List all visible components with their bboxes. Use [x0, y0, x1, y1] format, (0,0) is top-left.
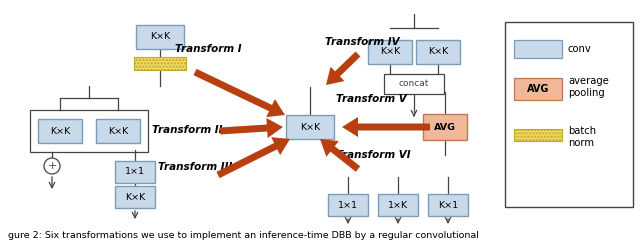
- Bar: [505, 22, 633, 207]
- FancyArrow shape: [193, 69, 285, 117]
- Text: batch
norm: batch norm: [568, 126, 596, 148]
- Text: Transform I: Transform I: [175, 44, 242, 54]
- FancyBboxPatch shape: [136, 25, 184, 49]
- Text: average
pooling: average pooling: [568, 76, 609, 98]
- FancyArrow shape: [342, 117, 430, 137]
- FancyArrow shape: [216, 137, 290, 178]
- Text: K×K: K×K: [300, 123, 320, 131]
- Text: concat: concat: [399, 80, 429, 88]
- FancyArrow shape: [220, 118, 283, 138]
- FancyBboxPatch shape: [423, 114, 467, 140]
- Text: +: +: [47, 161, 57, 171]
- Bar: [30, 110, 148, 152]
- Text: K×K: K×K: [428, 47, 448, 57]
- Text: Transform VI: Transform VI: [336, 150, 411, 160]
- FancyBboxPatch shape: [416, 40, 460, 64]
- FancyBboxPatch shape: [514, 129, 562, 141]
- Text: K×K: K×K: [380, 47, 400, 57]
- FancyBboxPatch shape: [328, 194, 368, 216]
- Circle shape: [44, 158, 60, 174]
- Text: gure 2: Six transformations we use to implement an inference-time DBB by a regul: gure 2: Six transformations we use to im…: [8, 230, 479, 240]
- Text: K×K: K×K: [50, 126, 70, 136]
- FancyBboxPatch shape: [514, 78, 562, 100]
- FancyArrow shape: [320, 139, 360, 172]
- FancyArrow shape: [326, 51, 360, 85]
- Text: AVG: AVG: [527, 84, 549, 94]
- Text: K×K: K×K: [125, 192, 145, 202]
- FancyBboxPatch shape: [286, 115, 334, 139]
- Text: K×K: K×K: [150, 33, 170, 41]
- Text: 1×K: 1×K: [388, 201, 408, 209]
- Text: Transform V: Transform V: [336, 94, 407, 104]
- Text: Transform II: Transform II: [152, 125, 223, 135]
- Text: conv: conv: [568, 44, 592, 54]
- FancyBboxPatch shape: [38, 119, 82, 143]
- FancyBboxPatch shape: [514, 40, 562, 58]
- FancyBboxPatch shape: [378, 194, 418, 216]
- FancyBboxPatch shape: [428, 194, 468, 216]
- FancyBboxPatch shape: [96, 119, 140, 143]
- FancyBboxPatch shape: [134, 58, 186, 70]
- FancyBboxPatch shape: [115, 161, 155, 183]
- FancyBboxPatch shape: [368, 40, 412, 64]
- Text: K×K: K×K: [108, 126, 128, 136]
- Text: 1×1: 1×1: [338, 201, 358, 209]
- FancyBboxPatch shape: [115, 186, 155, 208]
- Text: AVG: AVG: [434, 123, 456, 131]
- Text: Transform III: Transform III: [158, 162, 232, 172]
- Text: K×1: K×1: [438, 201, 458, 209]
- Text: 1×1: 1×1: [125, 167, 145, 177]
- Text: Transform IV: Transform IV: [325, 37, 399, 47]
- FancyBboxPatch shape: [384, 74, 444, 94]
